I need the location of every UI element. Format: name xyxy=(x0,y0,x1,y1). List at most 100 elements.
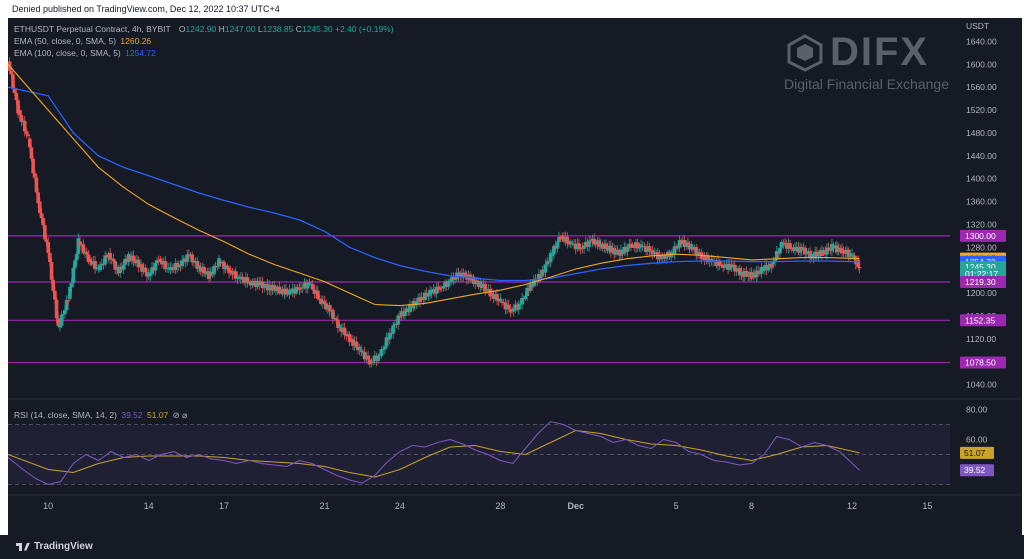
candle-body xyxy=(769,263,774,268)
candle-body xyxy=(523,296,528,300)
candle-body xyxy=(233,271,238,279)
candle-body xyxy=(337,324,342,328)
price-label-box xyxy=(960,314,1006,327)
candle-body xyxy=(604,243,608,248)
candle-body xyxy=(857,267,862,269)
candle-body xyxy=(262,285,267,289)
candle-body xyxy=(614,249,618,255)
candle-body xyxy=(501,302,506,304)
candle-body xyxy=(766,265,771,271)
candle-body xyxy=(538,273,543,278)
candle-body xyxy=(629,243,633,248)
symbol-legend[interactable]: ETHUSDT Perpetual Contract, 4h, BYBIT O1… xyxy=(14,24,394,34)
candle-body xyxy=(511,308,516,312)
candle-body xyxy=(289,292,293,294)
candle-body xyxy=(66,300,71,302)
candle-body xyxy=(545,261,550,265)
candle-body xyxy=(652,252,657,255)
candle-body xyxy=(850,253,854,255)
ema50-legend[interactable]: EMA (50, close, 0, SMA, 5) 1260.26 xyxy=(14,36,151,46)
candle-body xyxy=(44,239,49,242)
candle-body xyxy=(111,258,116,262)
candle-body xyxy=(228,270,233,273)
candle-body xyxy=(215,266,220,268)
candle-body xyxy=(679,240,684,245)
candle-body xyxy=(43,225,47,240)
candle-body xyxy=(76,238,81,254)
candle-body xyxy=(423,292,427,300)
candle-body xyxy=(841,250,846,253)
candle-body xyxy=(418,297,422,303)
rsi-legend[interactable]: RSI (14, close, SMA, 14, 2) 39.52 51.07 … xyxy=(14,410,187,421)
candle-body xyxy=(51,279,56,291)
candle-body xyxy=(26,134,30,136)
candle-body xyxy=(29,147,34,159)
candle-body xyxy=(664,256,668,259)
chart-container[interactable]: USDT1040.001080.001120.001160.001200.001… xyxy=(7,18,1022,535)
candle-body xyxy=(520,297,524,305)
tradingview-logo[interactable]: TradingView xyxy=(16,541,93,552)
candle-body xyxy=(54,299,59,319)
candle-body xyxy=(94,268,99,270)
candle-body xyxy=(225,265,230,268)
price-tick-label: 1600.00 xyxy=(966,59,997,69)
ema100-legend[interactable]: EMA (100, close, 0, SMA, 5) 1254.72 xyxy=(14,48,156,58)
price-tick-label: 1280.00 xyxy=(966,242,997,252)
candle-body xyxy=(336,319,340,328)
price-chart[interactable]: USDT1040.001080.001120.001160.001200.001… xyxy=(7,18,1022,535)
rsi-label-box xyxy=(960,464,994,477)
price-tick-label: 1200.00 xyxy=(966,288,997,298)
ema50-value: 1260.26 xyxy=(120,36,152,46)
candle-body xyxy=(284,288,288,293)
candle-body xyxy=(347,333,352,343)
candle-body xyxy=(826,247,831,250)
candle-body xyxy=(74,253,79,261)
candle-body xyxy=(366,355,370,360)
candle-body xyxy=(272,284,277,291)
candle-body xyxy=(131,255,136,262)
candle-body xyxy=(9,70,14,75)
price-label-last: 1245.30 xyxy=(965,262,996,272)
candle-body xyxy=(756,270,761,272)
candle-body xyxy=(250,281,255,286)
candle-body xyxy=(34,177,39,193)
candle-body xyxy=(177,265,181,268)
time-tick-label: 14 xyxy=(144,501,154,511)
price-label-level: 1078.50 xyxy=(965,358,996,368)
candle-body xyxy=(305,284,310,289)
time-tick-label: 21 xyxy=(320,501,330,511)
candle-body xyxy=(108,253,112,260)
price-tick-label: 1360.00 xyxy=(966,197,997,207)
candle-body xyxy=(637,247,642,249)
time-tick-label: 5 xyxy=(674,501,679,511)
price-tick-label: 1520.00 xyxy=(966,105,997,115)
price-label-level: 1152.35 xyxy=(965,315,995,325)
candle-body xyxy=(532,279,536,287)
candle-body xyxy=(371,360,375,363)
candle-body xyxy=(38,201,42,214)
ema100-value: 1254.72 xyxy=(125,48,156,58)
candle-body xyxy=(121,264,126,270)
price-tick-label: 1400.00 xyxy=(966,174,997,184)
candle-body xyxy=(424,292,429,297)
price-tick-label: 1640.00 xyxy=(966,36,997,46)
ohlc-high: H1247.00 xyxy=(218,24,256,34)
candle-body xyxy=(63,310,67,315)
candle-body xyxy=(560,235,565,237)
candle-body xyxy=(12,88,17,93)
candle-body xyxy=(81,244,86,254)
candle-body xyxy=(587,240,591,247)
candle-body xyxy=(16,100,20,114)
candle-body xyxy=(64,300,69,311)
candle-body xyxy=(357,346,362,351)
candle-body xyxy=(98,265,102,271)
publish-text: Denied published on TradingView.com, Dec… xyxy=(12,4,280,14)
rsi-settings-icons[interactable]: ⊘ ⌀ xyxy=(172,410,188,420)
candle-body xyxy=(555,242,560,249)
candle-body xyxy=(297,287,302,291)
price-label-box xyxy=(960,229,1006,242)
candle-body xyxy=(212,266,216,275)
candle-body xyxy=(322,300,327,304)
candle-body xyxy=(170,266,174,268)
candle-body xyxy=(391,325,395,334)
